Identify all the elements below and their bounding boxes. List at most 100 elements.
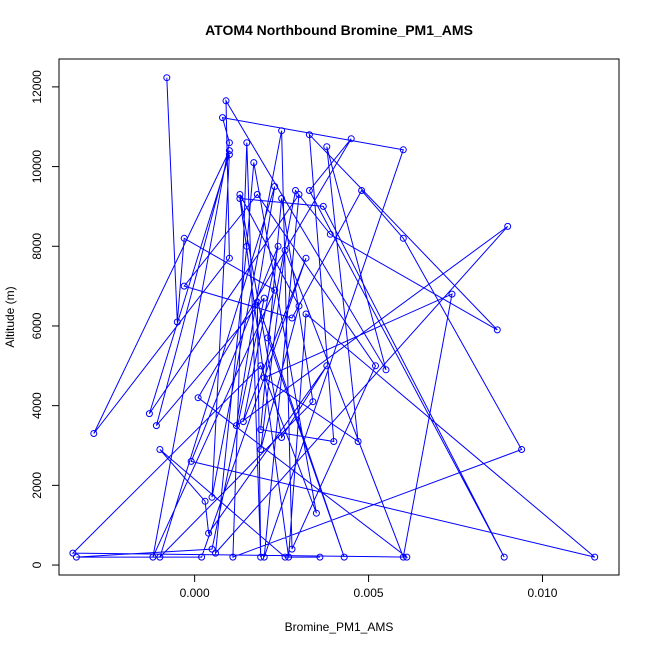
data-point xyxy=(257,553,265,561)
x-tick-label: 0.005 xyxy=(354,586,384,600)
y-tick-label: 8000 xyxy=(30,233,44,260)
series-line xyxy=(71,77,596,559)
data-point xyxy=(403,553,411,561)
data-point xyxy=(399,146,407,154)
data-point xyxy=(399,234,407,242)
x-tick-label: 0.010 xyxy=(527,586,557,600)
data-point xyxy=(208,545,216,553)
y-tick-label: 10000 xyxy=(30,150,44,184)
data-point xyxy=(274,242,282,250)
data-point xyxy=(149,553,157,561)
data-point xyxy=(260,374,268,382)
data-point xyxy=(90,430,98,437)
data-point xyxy=(243,242,251,250)
data-point xyxy=(225,147,233,155)
data-point xyxy=(330,438,338,445)
data-point xyxy=(493,326,501,334)
data-point xyxy=(292,187,299,194)
data-point xyxy=(504,222,512,230)
data-point xyxy=(156,446,164,453)
data-point xyxy=(236,195,244,202)
data-point xyxy=(326,230,334,238)
y-tick-label: 2000 xyxy=(30,472,44,499)
data-point xyxy=(288,314,296,322)
data-point xyxy=(591,553,599,561)
data-point xyxy=(281,553,289,561)
data-point xyxy=(448,290,456,298)
data-point xyxy=(152,422,160,430)
data-point xyxy=(305,131,313,139)
data-point xyxy=(163,74,171,82)
data-point xyxy=(399,553,407,561)
y-tick-label: 6000 xyxy=(30,312,44,339)
data-point xyxy=(500,553,508,561)
data-point xyxy=(271,286,279,294)
x-axis-label: Bromine_PM1_AMS xyxy=(285,620,394,634)
data-point xyxy=(69,549,77,557)
x-tick-label: 0.000 xyxy=(180,586,210,600)
data-point xyxy=(302,254,310,262)
data-point xyxy=(323,143,331,151)
data-point xyxy=(309,398,317,406)
data-point xyxy=(340,553,348,561)
y-tick-label: 0 xyxy=(30,561,44,568)
data-point xyxy=(358,187,366,194)
data-point xyxy=(302,310,310,318)
data-point xyxy=(236,191,244,198)
data-point xyxy=(382,366,390,374)
data-point xyxy=(145,410,153,418)
data-point xyxy=(212,549,219,557)
data-point xyxy=(278,127,286,135)
y-axis-label: Altitude (m) xyxy=(3,286,17,347)
chart-title: ATOM4 Northbound Bromine_PM1_AMS xyxy=(205,22,473,38)
data-point xyxy=(180,234,188,242)
data-point xyxy=(173,318,181,326)
series-layer xyxy=(69,74,599,561)
data-point xyxy=(312,509,320,517)
data-point xyxy=(232,422,240,430)
data-point xyxy=(319,202,327,210)
data-point xyxy=(205,529,213,537)
data-point xyxy=(257,446,265,453)
data-point xyxy=(271,183,279,190)
data-point xyxy=(285,553,293,561)
data-point xyxy=(354,438,362,445)
data-point xyxy=(253,191,261,198)
data-point xyxy=(288,545,296,553)
data-point xyxy=(222,97,230,105)
data-point xyxy=(250,159,258,167)
data-point xyxy=(518,446,526,453)
data-point xyxy=(323,362,331,370)
data-point xyxy=(194,394,202,402)
plot-frame xyxy=(58,58,620,576)
data-point xyxy=(295,191,303,198)
data-point xyxy=(253,298,261,306)
data-point xyxy=(225,151,233,159)
data-point xyxy=(180,282,188,290)
data-point xyxy=(219,114,226,122)
data-point xyxy=(208,493,216,501)
data-point xyxy=(347,135,355,143)
data-point xyxy=(260,294,268,302)
y-tick-label: 4000 xyxy=(30,392,44,419)
data-point xyxy=(156,553,164,561)
data-point xyxy=(239,418,247,426)
data-point xyxy=(278,195,286,202)
data-point xyxy=(278,434,286,441)
data-point xyxy=(198,553,206,561)
data-point xyxy=(187,457,195,465)
y-axis: 0 2000 4000 6000 8000 10000 12000 xyxy=(30,70,60,568)
data-point xyxy=(264,334,272,342)
data-point xyxy=(72,553,80,561)
data-point xyxy=(281,246,289,254)
x-axis: 0.000 0.005 0.010 xyxy=(180,574,558,600)
data-point xyxy=(372,362,379,370)
data-point xyxy=(229,553,237,561)
data-point xyxy=(201,497,209,505)
data-point xyxy=(243,139,251,147)
data-point xyxy=(316,553,324,561)
data-point xyxy=(257,426,265,434)
data-point xyxy=(260,553,268,561)
data-point xyxy=(305,187,313,194)
